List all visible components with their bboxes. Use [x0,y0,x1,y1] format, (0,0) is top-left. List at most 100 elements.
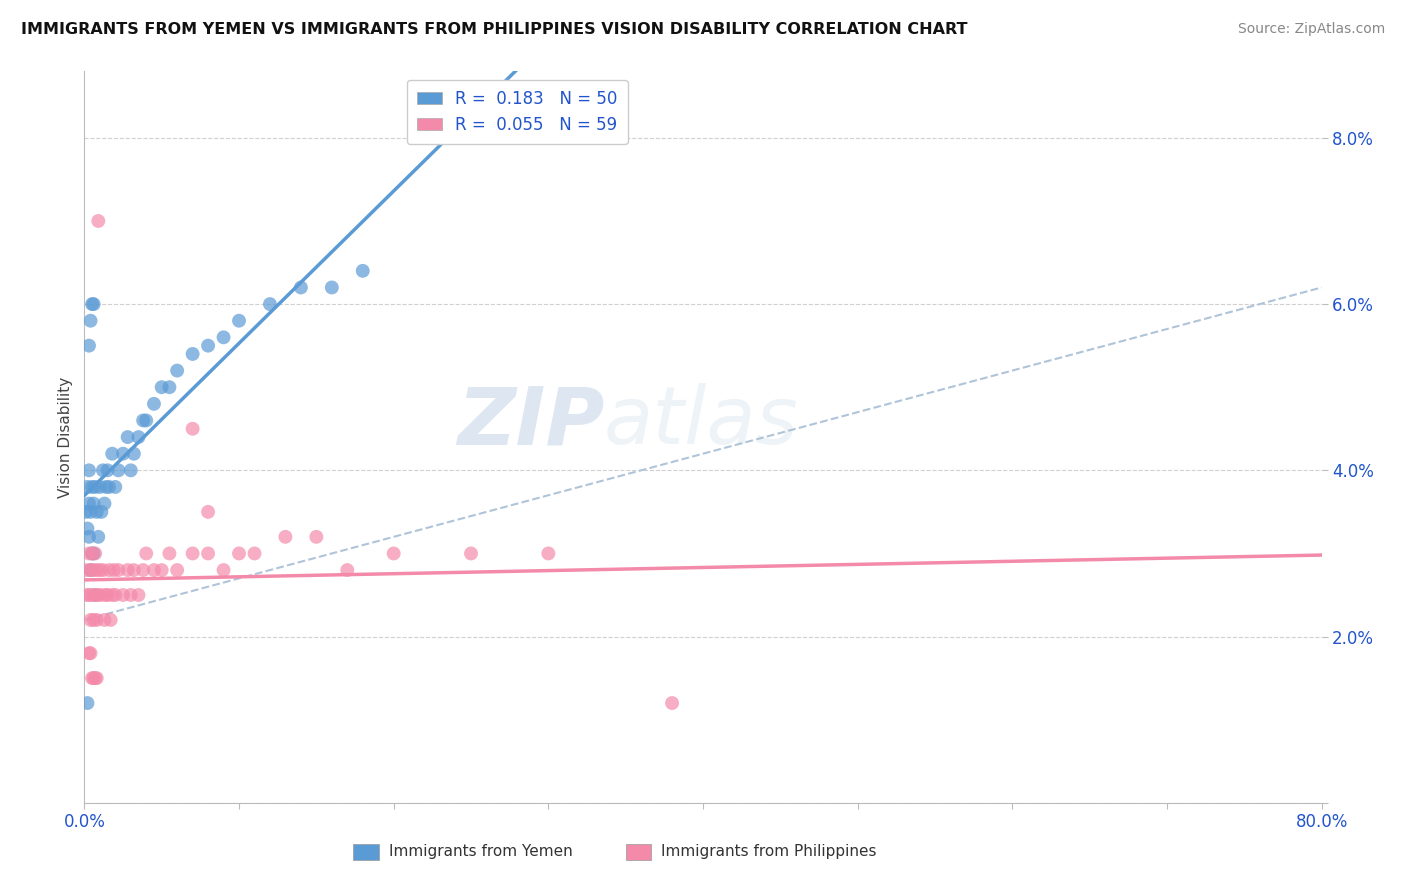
Point [77,497,100,511]
Point [197,338,219,352]
Point [243,546,266,560]
Point [259,297,281,311]
Point [181,546,204,560]
Point [82,480,104,494]
Point [100,613,122,627]
Point [98,480,121,494]
Point [96,463,118,477]
Point [101,447,124,461]
Point [305,530,328,544]
Point [79,563,101,577]
Point [98,563,121,577]
Point [101,588,124,602]
Point [132,413,155,427]
FancyBboxPatch shape [626,844,651,860]
Point [104,480,127,494]
Point [86,563,108,577]
Point [83,671,105,685]
Point [661,696,683,710]
Point [127,588,149,602]
Point [77,530,100,544]
Point [82,671,104,685]
FancyBboxPatch shape [353,844,378,860]
Point [143,563,166,577]
Point [150,563,173,577]
Point [321,280,343,294]
Point [90,588,112,602]
Point [79,613,101,627]
Point [228,314,250,328]
Point [132,563,155,577]
Point [122,447,145,461]
Point [87,214,110,228]
Point [82,588,104,602]
Point [336,563,359,577]
Point [90,505,112,519]
Point [150,380,173,394]
Point [93,613,115,627]
Point [83,497,105,511]
Text: Immigrants from Yemen: Immigrants from Yemen [388,845,572,859]
Point [79,314,101,328]
Point [77,338,100,352]
Text: atlas: atlas [605,384,799,461]
Text: IMMIGRANTS FROM YEMEN VS IMMIGRANTS FROM PHILIPPINES VISION DISABILITY CORRELATI: IMMIGRANTS FROM YEMEN VS IMMIGRANTS FROM… [21,22,967,37]
Point [352,264,374,278]
Point [120,463,142,477]
Y-axis label: Vision Disability: Vision Disability [58,376,73,498]
Point [94,480,117,494]
Point [143,397,166,411]
Point [181,422,204,436]
Point [91,563,114,577]
Point [91,463,114,477]
Point [382,546,405,560]
Point [86,505,108,519]
Point [94,588,117,602]
Point [460,546,482,560]
Point [212,563,235,577]
Point [84,588,107,602]
Point [159,380,180,394]
Point [76,696,98,710]
Point [86,613,108,627]
Point [120,588,142,602]
Point [87,530,110,544]
Point [83,297,105,311]
Point [112,447,135,461]
Point [75,505,97,519]
Point [212,330,235,344]
Point [112,588,135,602]
Point [274,530,297,544]
Point [82,297,104,311]
Point [87,588,110,602]
Point [537,546,560,560]
Point [93,497,115,511]
Point [79,563,101,577]
Legend: R =  0.183   N = 50, R =  0.055   N = 59: R = 0.183 N = 50, R = 0.055 N = 59 [408,79,627,144]
Point [117,430,139,444]
Point [89,563,111,577]
Point [166,563,188,577]
Text: ZIP: ZIP [457,384,605,461]
Point [197,546,219,560]
Point [82,546,104,560]
Point [76,588,98,602]
Point [83,563,105,577]
Point [82,546,104,560]
Point [83,546,105,560]
Point [76,480,98,494]
Point [76,521,98,535]
Point [84,588,107,602]
Point [127,430,149,444]
Point [159,546,180,560]
Point [290,280,312,294]
Point [122,563,145,577]
Point [86,671,108,685]
Point [77,588,100,602]
Point [96,588,118,602]
Point [181,347,204,361]
Point [84,480,107,494]
Point [107,563,129,577]
Point [84,546,107,560]
Point [79,505,101,519]
